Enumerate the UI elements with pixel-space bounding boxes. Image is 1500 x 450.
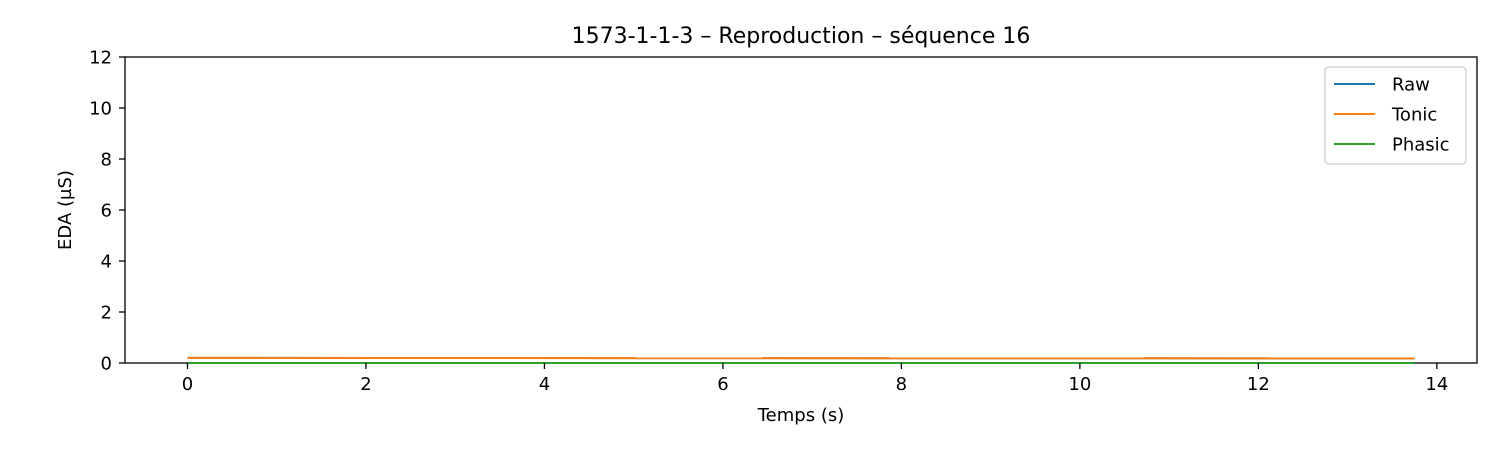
y-tick-label: 0 [101, 354, 112, 375]
legend-items: Raw Tonic Phasic [1334, 75, 1450, 156]
chart-title: 1573-1-1-3 – Reproduction – séquence 16 [572, 24, 1031, 49]
x-tick-label: 6 [717, 374, 728, 395]
legend-label-phasic: Phasic [1392, 135, 1450, 156]
y-tick-label: 4 [101, 252, 112, 273]
plot-frame [124, 56, 1478, 364]
legend-box [1324, 66, 1467, 165]
y-tick-label: 10 [89, 99, 112, 120]
y-tick-label: 12 [89, 48, 112, 69]
x-tick-label: 12 [1247, 374, 1270, 395]
x-tick-label: 8 [896, 374, 907, 395]
legend-label-raw: Raw [1392, 75, 1430, 96]
y-axis-label: EDA (µS) [55, 170, 76, 250]
y-tick-label: 2 [101, 303, 112, 324]
x-tick-label: 0 [182, 374, 193, 395]
series-layer [187, 356, 1415, 364]
x-tick-label: 14 [1425, 374, 1448, 395]
x-tick-label: 4 [539, 374, 550, 395]
x-tick-label: 10 [1068, 374, 1091, 395]
y-axis: 0 2 4 6 8 10 12 [89, 48, 125, 375]
x-tick-label: 2 [360, 374, 371, 395]
y-tick-label: 6 [101, 201, 112, 222]
x-axis-label: Temps (s) [757, 405, 845, 426]
series-line-tonic [187, 356, 1415, 360]
legend-label-tonic: Tonic [1391, 105, 1437, 126]
x-axis: 0 2 4 6 8 10 12 14 [182, 363, 1448, 395]
legend: Raw Tonic Phasic [1324, 66, 1467, 165]
y-tick-label: 8 [101, 150, 112, 171]
